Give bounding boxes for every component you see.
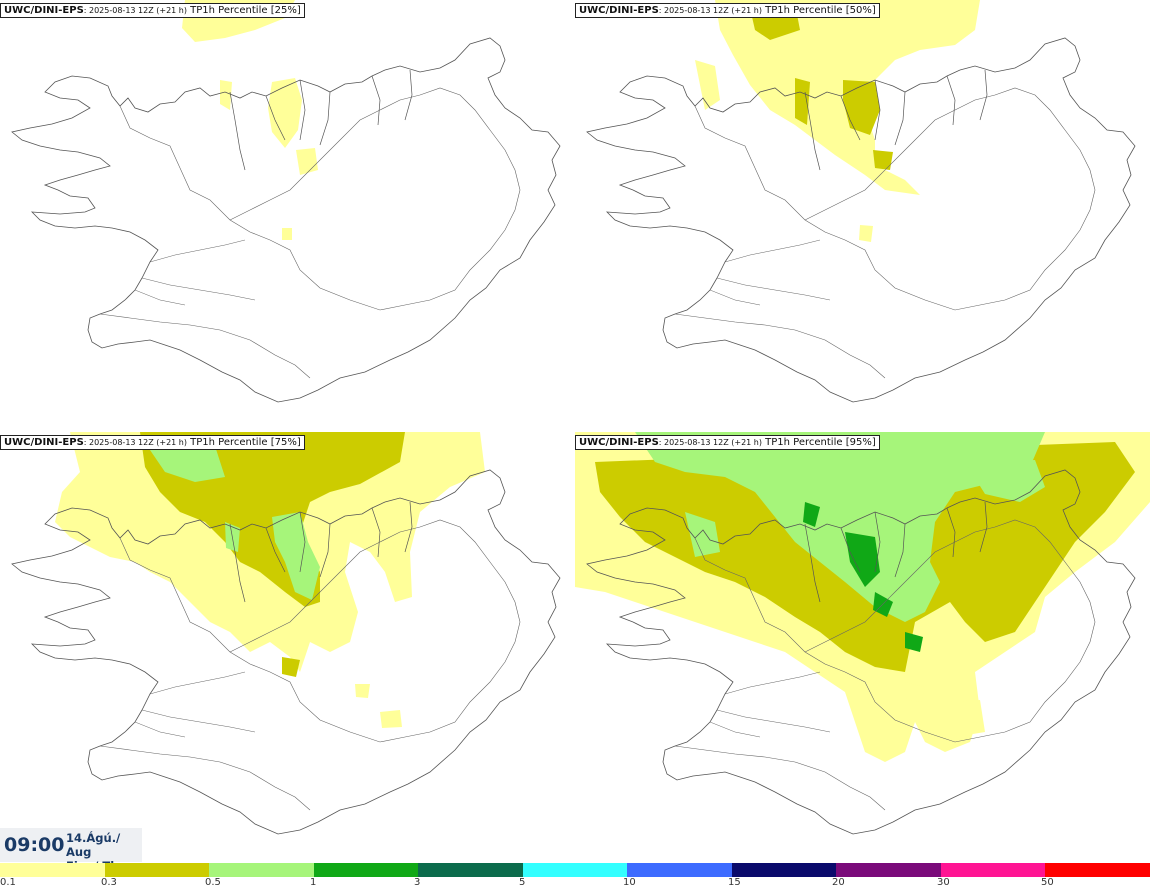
- colorbar-tick-label: 0.3: [101, 877, 117, 888]
- colorbar-tick-label: 15: [728, 877, 741, 888]
- colorbar-swatch: [836, 863, 941, 877]
- precip-contours: [575, 432, 1150, 762]
- precip-contours: [182, 0, 318, 240]
- map-panel-75pct: UWC/DINI-EPS: 2025-08-13 12Z (+21 h) TP1…: [0, 432, 575, 864]
- colorbar-swatch: [313, 863, 419, 877]
- panel-title: UWC/DINI-EPS: 2025-08-13 12Z (+21 h) TP1…: [575, 3, 880, 18]
- colorbar-swatch: [209, 863, 314, 877]
- colorbar-tick-label: 1: [310, 877, 317, 888]
- panel-title: UWC/DINI-EPS: 2025-08-13 12Z (+21 h) TP1…: [575, 435, 880, 450]
- colorbar-tick-label: 0.5: [205, 877, 221, 888]
- map-panel-25pct: UWC/DINI-EPS: 2025-08-13 12Z (+21 h) TP1…: [0, 0, 575, 432]
- colorbar-tick-label: 30: [937, 877, 950, 888]
- colorbar-tick-label: 50: [1041, 877, 1054, 888]
- valid-date-line1: 14.Ágú./ Aug: [66, 831, 121, 859]
- map-panel-50pct: UWC/DINI-EPS: 2025-08-13 12Z (+21 h) TP1…: [575, 0, 1150, 432]
- colorbar-tick-label: 10: [623, 877, 636, 888]
- precip-map: [575, 432, 1150, 835]
- colorbar-swatch: [940, 863, 1046, 877]
- panel-title: UWC/DINI-EPS: 2025-08-13 12Z (+21 h) TP1…: [0, 3, 305, 18]
- colorbar-swatch: [0, 863, 105, 877]
- colorbar-swatch: [731, 863, 837, 877]
- valid-time: 09:00: [4, 834, 65, 856]
- colorbar-tick-label: 20: [832, 877, 845, 888]
- precip-contours: [55, 432, 485, 728]
- colorbar-ticks: 0.1 0.3 0.5 1 3 5 10 15 20 30 50: [0, 877, 1150, 891]
- precip-map: [586, 0, 1136, 403]
- colorbar-swatch: [418, 863, 523, 877]
- colorbar-swatch: [627, 863, 732, 877]
- valid-time-box: 09:00 14.Ágú./ Aug Fim./ Thu: [0, 828, 142, 873]
- colorbar-tick-label: 5: [519, 877, 526, 888]
- map-panel-95pct: UWC/DINI-EPS: 2025-08-13 12Z (+21 h) TP1…: [575, 432, 1150, 864]
- colorbar-swatch: [1045, 863, 1150, 877]
- precip-colorbar: [0, 863, 1150, 877]
- colorbar-tick-label: 3: [414, 877, 421, 888]
- colorbar-swatch: [104, 863, 210, 877]
- panel-title: UWC/DINI-EPS: 2025-08-13 12Z (+21 h) TP1…: [0, 435, 305, 450]
- precip-contours: [695, 0, 980, 242]
- precip-map: [11, 0, 561, 403]
- precip-map: [11, 432, 561, 835]
- colorbar-swatch: [522, 863, 628, 877]
- colorbar-tick-label: 0.1: [0, 877, 16, 888]
